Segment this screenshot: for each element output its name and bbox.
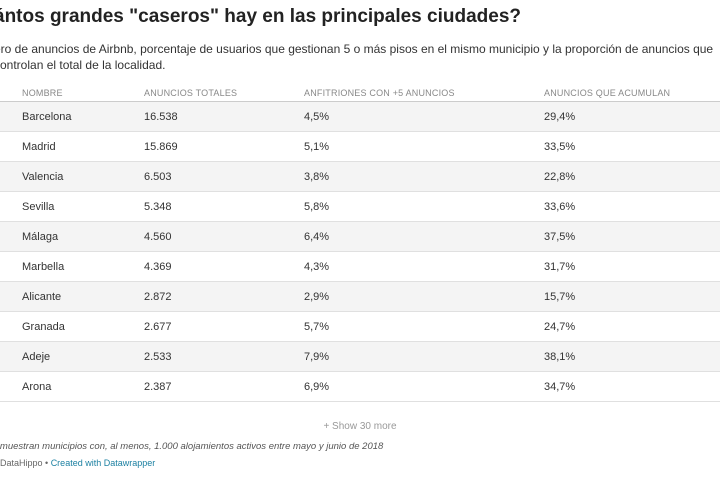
cell-anuncios-acumulan: 34,7% bbox=[544, 381, 576, 393]
cell-nombre: Barcelona bbox=[22, 111, 72, 123]
cell-nombre: Madrid bbox=[22, 141, 56, 153]
cell-nombre: Arona bbox=[22, 381, 52, 393]
chart-title: ántos grandes "caseros" hay en las princ… bbox=[0, 6, 521, 27]
table-row: Adeje 2.533 7,9% 38,1% bbox=[0, 342, 720, 372]
header-anuncios-acumulan[interactable]: ANUNCIOS QUE ACUMULAN bbox=[544, 88, 671, 98]
cell-nombre: Alicante bbox=[22, 291, 62, 303]
table-row: Valencia 6.503 3,8% 22,8% bbox=[0, 162, 720, 192]
source-text: DataHippo bbox=[0, 458, 43, 468]
cell-anuncios-totales: 2.533 bbox=[144, 351, 172, 363]
cell-nombre: Granada bbox=[22, 321, 65, 333]
table-header: NOMBRE ANUNCIOS TOTALES ANFITRIONES CON … bbox=[0, 88, 720, 102]
table-row: Granada 2.677 5,7% 24,7% bbox=[0, 312, 720, 342]
datawrapper-link[interactable]: Created with Datawrapper bbox=[50, 458, 156, 468]
footer-separator: • bbox=[42, 458, 51, 468]
table-row: Barcelona 16.538 4,5% 29,4% bbox=[0, 102, 720, 132]
table-row: Sevilla 5.348 5,8% 33,6% bbox=[0, 192, 720, 222]
cell-anuncios-acumulan: 38,1% bbox=[544, 351, 576, 363]
cell-anuncios-totales: 5.348 bbox=[144, 201, 172, 213]
cell-anfitriones: 7,9% bbox=[304, 351, 330, 363]
table-row: Málaga 4.560 6,4% 37,5% bbox=[0, 222, 720, 252]
cell-anfitriones: 2,9% bbox=[304, 291, 330, 303]
cell-anuncios-acumulan: 31,7% bbox=[544, 261, 576, 273]
chart-description: ero de anuncios de Airbnb, porcentaje de… bbox=[0, 42, 714, 72]
table-row: Madrid 15.869 5,1% 33,5% bbox=[0, 132, 720, 162]
cell-anuncios-totales: 2.677 bbox=[144, 321, 172, 333]
cell-anfitriones: 6,9% bbox=[304, 381, 330, 393]
cell-nombre: Málaga bbox=[22, 231, 59, 243]
cell-anfitriones: 6,4% bbox=[304, 231, 330, 243]
table-notes: e muestran municipios con, al menos, 1.0… bbox=[0, 441, 384, 452]
cell-anfitriones: 5,7% bbox=[304, 321, 330, 333]
table-row: Alicante 2.872 2,9% 15,7% bbox=[0, 282, 720, 312]
cell-nombre: Marbella bbox=[22, 261, 65, 273]
cell-anfitriones: 5,1% bbox=[304, 141, 330, 153]
data-table: NOMBRE ANUNCIOS TOTALES ANFITRIONES CON … bbox=[0, 88, 720, 402]
cell-nombre: Adeje bbox=[22, 351, 51, 363]
cell-nombre: Sevilla bbox=[22, 201, 55, 213]
header-anfitriones[interactable]: ANFITRIONES CON +5 ANUNCIOS bbox=[304, 88, 455, 98]
footer: DataHippo • Created with Datawrapper bbox=[0, 458, 155, 468]
cell-anfitriones: 4,5% bbox=[304, 111, 330, 123]
show-more-button[interactable]: + Show 30 more bbox=[323, 421, 397, 432]
cell-anuncios-acumulan: 33,6% bbox=[544, 201, 576, 213]
cell-anfitriones: 5,8% bbox=[304, 201, 330, 213]
cell-anuncios-acumulan: 37,5% bbox=[544, 231, 576, 243]
cell-anuncios-totales: 2.387 bbox=[144, 381, 172, 393]
cell-anuncios-totales: 16.538 bbox=[144, 111, 178, 123]
cell-anuncios-acumulan: 29,4% bbox=[544, 111, 576, 123]
cell-anuncios-totales: 2.872 bbox=[144, 291, 172, 303]
cell-anuncios-totales: 4.369 bbox=[144, 261, 172, 273]
cell-anfitriones: 3,8% bbox=[304, 171, 330, 183]
cell-anuncios-acumulan: 24,7% bbox=[544, 321, 576, 333]
cell-nombre: Valencia bbox=[22, 171, 64, 183]
cell-anuncios-acumulan: 15,7% bbox=[544, 291, 576, 303]
header-nombre[interactable]: NOMBRE bbox=[22, 88, 63, 98]
cell-anuncios-totales: 6.503 bbox=[144, 171, 172, 183]
cell-anuncios-totales: 15.869 bbox=[144, 141, 178, 153]
table-row: Arona 2.387 6,9% 34,7% bbox=[0, 372, 720, 402]
table-row: Marbella 4.369 4,3% 31,7% bbox=[0, 252, 720, 282]
cell-anuncios-acumulan: 22,8% bbox=[544, 171, 576, 183]
header-anuncios-totales[interactable]: ANUNCIOS TOTALES bbox=[144, 88, 238, 98]
cell-anuncios-totales: 4.560 bbox=[144, 231, 172, 243]
cell-anfitriones: 4,3% bbox=[304, 261, 330, 273]
cell-anuncios-acumulan: 33,5% bbox=[544, 141, 576, 153]
